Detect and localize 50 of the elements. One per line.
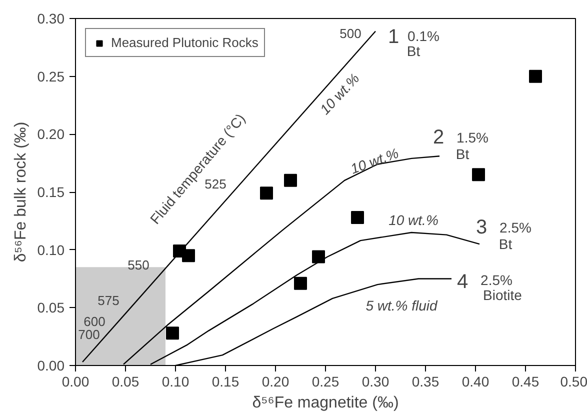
x-tick-label: 0.40 bbox=[462, 374, 490, 390]
y-tick-label: 0.00 bbox=[37, 358, 65, 374]
annotation: 5 wt.% fluid bbox=[366, 297, 439, 314]
annotation: 600 bbox=[84, 314, 106, 329]
annotation: 0.1% bbox=[408, 28, 440, 44]
y-tick-label: 0.25 bbox=[37, 68, 65, 84]
annotation: 10 wt.% bbox=[388, 212, 438, 228]
point bbox=[284, 174, 297, 187]
point bbox=[166, 326, 179, 340]
x-tick-label: 0.00 bbox=[62, 374, 90, 390]
x-tick-label: 0.50 bbox=[560, 374, 587, 390]
annotation: Bt bbox=[498, 236, 512, 252]
annotation: 1 bbox=[388, 26, 400, 48]
annotation: 2.5% bbox=[480, 272, 512, 288]
point bbox=[260, 186, 273, 200]
annotation: Bt bbox=[456, 146, 470, 162]
y-tick-label: 0.30 bbox=[37, 10, 65, 26]
point bbox=[529, 70, 542, 83]
annotation: 2 bbox=[432, 126, 444, 148]
annotation: 575 bbox=[98, 293, 120, 308]
x-tick-label: 0.25 bbox=[312, 374, 340, 390]
annotation: 550 bbox=[128, 257, 150, 272]
annotation: Bt bbox=[406, 42, 420, 59]
annotation: 500 bbox=[340, 26, 362, 41]
y-tick-label: 0.05 bbox=[37, 300, 65, 316]
x-tick-label: 0.30 bbox=[362, 374, 390, 390]
x-tick-label: 0.45 bbox=[512, 374, 540, 390]
x-axis-title: δ⁵⁶Fe magnetite (‰) bbox=[252, 394, 399, 412]
point bbox=[312, 250, 325, 264]
point bbox=[294, 276, 307, 290]
x-tick-label: 0.10 bbox=[162, 374, 190, 390]
annotation: Biotite bbox=[483, 287, 522, 304]
x-tick-label: 0.20 bbox=[262, 374, 290, 390]
y-axis-title: δ⁵⁶Fe bulk rock (‰) bbox=[12, 122, 30, 262]
annotation: 2.5% bbox=[500, 220, 532, 236]
annotation: 4 bbox=[456, 271, 468, 294]
x-tick-label: 0.05 bbox=[112, 374, 140, 390]
y-tick-label: 0.20 bbox=[37, 126, 65, 142]
annotation: 10 wt.% bbox=[348, 144, 401, 177]
legend-label: Measured Plutonic Rocks bbox=[111, 35, 258, 50]
y-tick-label: 0.10 bbox=[37, 242, 65, 258]
annotation: 1.5% bbox=[456, 130, 488, 146]
annotation: 700 bbox=[78, 326, 100, 342]
point bbox=[472, 168, 485, 182]
x-tick-label: 0.35 bbox=[412, 374, 440, 390]
annotation: 3 bbox=[476, 216, 488, 239]
x-tick-label: 0.15 bbox=[212, 374, 240, 390]
point bbox=[182, 249, 195, 262]
point bbox=[351, 210, 364, 224]
y-tick-label: 0.15 bbox=[37, 184, 65, 200]
